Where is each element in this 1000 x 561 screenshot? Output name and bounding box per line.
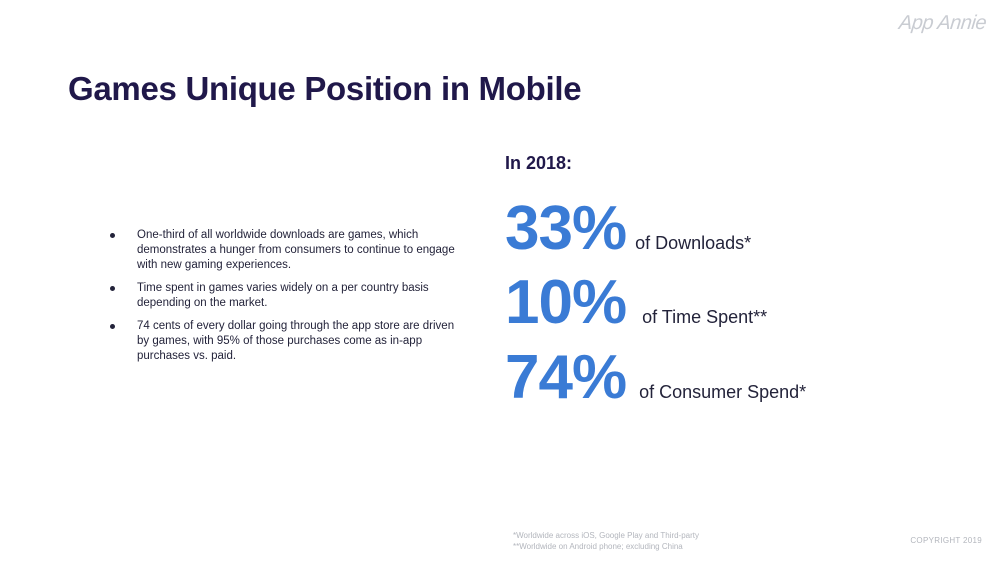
stat-downloads: 33% of Downloads*	[505, 198, 751, 260]
bullet-dot-icon	[110, 233, 115, 238]
stat-value: 33%	[505, 194, 627, 263]
stat-value: 10%	[505, 268, 627, 337]
stat-time-spent: 10% of Time Spent**	[505, 272, 767, 334]
stats-heading: In 2018:	[505, 153, 573, 173]
bullet-text: 74 cents of every dollar going through t…	[137, 320, 455, 362]
bullet-dot-icon	[110, 286, 115, 291]
bullet-item: One-third of all worldwide downloads are…	[110, 228, 455, 273]
footnote: **Worldwide on Android phone; excluding …	[513, 542, 683, 551]
stat-label: of Downloads*	[635, 233, 752, 253]
bullet-list: One-third of all worldwide downloads are…	[110, 228, 455, 372]
copyright: COPYRIGHT 2019	[910, 536, 982, 545]
bullet-text: One-third of all worldwide downloads are…	[137, 229, 455, 271]
bullet-text: Time spent in games varies widely on a p…	[137, 282, 429, 309]
app-annie-logo: App Annie	[897, 12, 988, 34]
footnote: *Worldwide across iOS, Google Play and T…	[513, 531, 700, 540]
page-title: Games Unique Position in Mobile	[68, 70, 582, 107]
footnotes: *Worldwide across iOS, Google Play and T…	[513, 530, 699, 552]
bullet-item: Time spent in games varies widely on a p…	[110, 281, 455, 311]
bullet-item: 74 cents of every dollar going through t…	[110, 319, 455, 364]
stat-label: of Consumer Spend*	[639, 382, 807, 402]
stat-value: 74%	[505, 343, 627, 412]
stat-label: of Time Spent**	[642, 307, 768, 327]
stat-consumer-spend: 74% of Consumer Spend*	[505, 347, 806, 409]
bullet-dot-icon	[110, 324, 115, 329]
